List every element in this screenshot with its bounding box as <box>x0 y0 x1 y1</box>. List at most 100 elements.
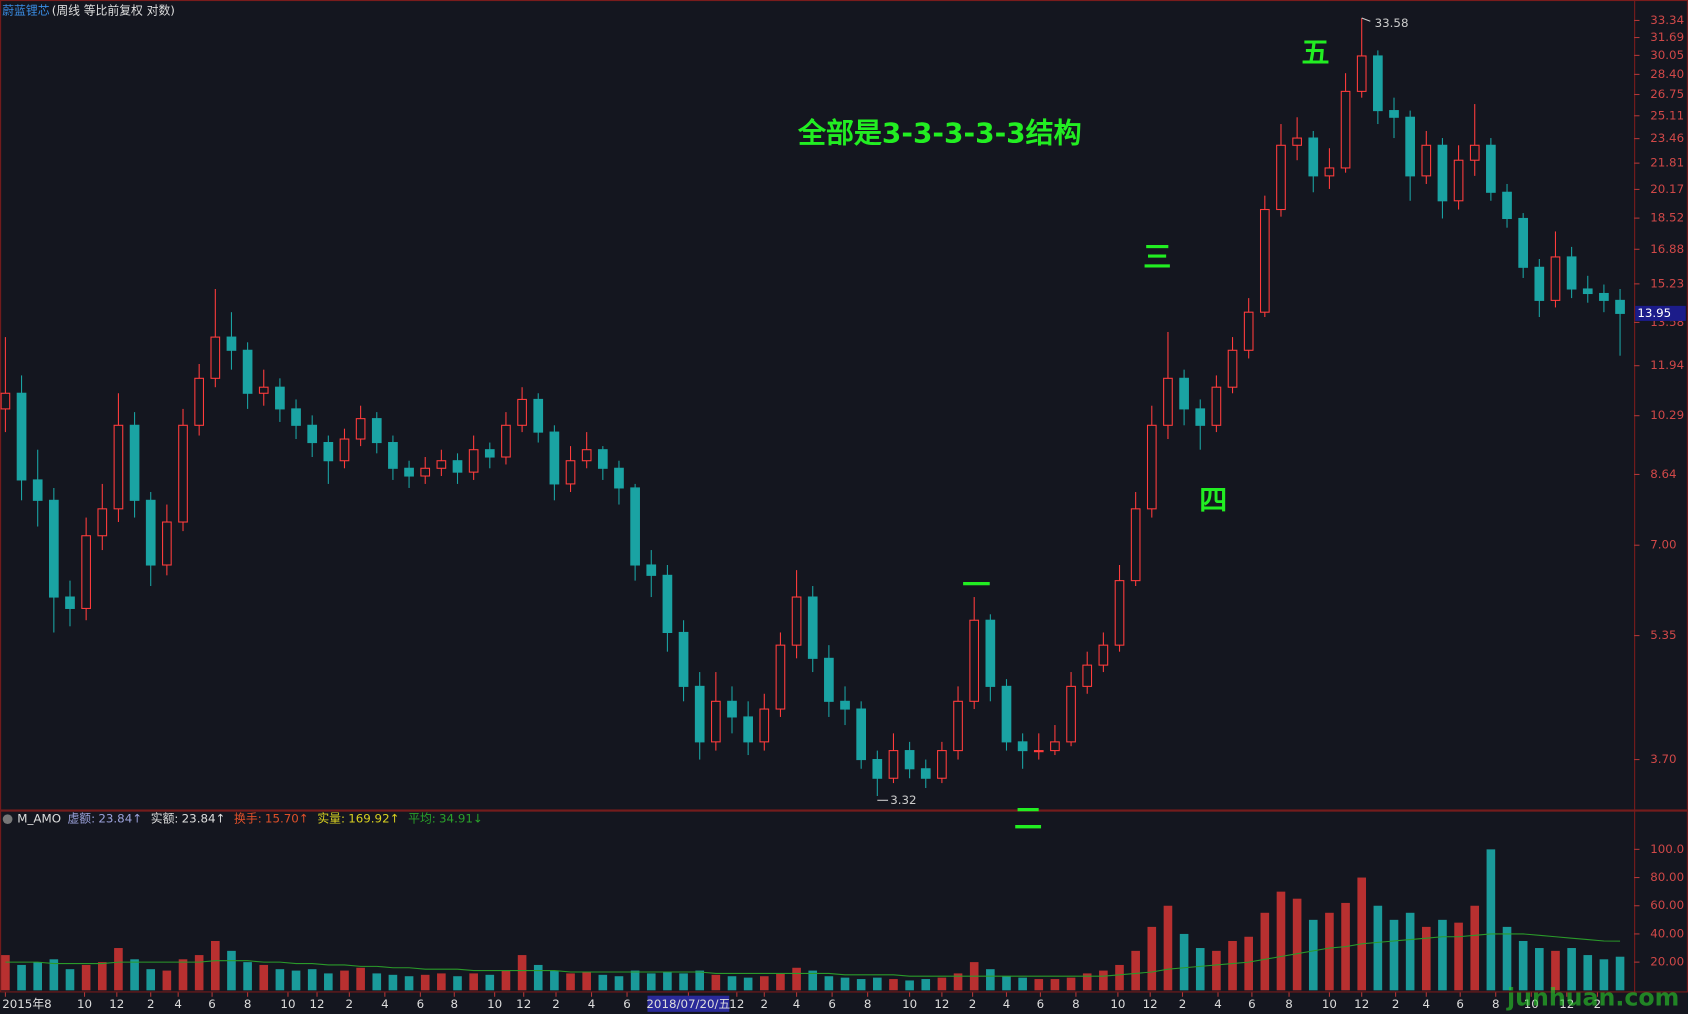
candle-body <box>985 619 996 687</box>
candle-body <box>630 487 640 566</box>
volume-bar <box>1212 950 1221 991</box>
volume-bar <box>614 976 624 991</box>
candle-body <box>1389 110 1399 118</box>
volume-bar <box>986 969 995 991</box>
x-tick-label: 6 <box>828 997 836 1011</box>
candle-body <box>307 424 318 444</box>
volume-bar <box>1599 959 1609 991</box>
volume-ma-line <box>5 933 1621 977</box>
y-tick-label: 21.81 <box>1650 156 1684 170</box>
volume-bar <box>1131 950 1140 991</box>
volume-bar <box>759 976 769 991</box>
volume-bar <box>340 970 349 991</box>
x-tick-label: 8 <box>864 997 872 1011</box>
candle-body <box>888 750 899 779</box>
y-tick-label: 15.23 <box>1650 276 1684 290</box>
volume-bar <box>1486 849 1496 991</box>
candle-body <box>775 644 786 710</box>
y-tick-label: 80.00 <box>1650 870 1684 884</box>
x-tick-label: 2018/07/20/五 <box>646 997 730 1011</box>
candle-body <box>242 349 253 394</box>
volume-bar <box>1115 964 1124 991</box>
candle-body <box>194 377 205 426</box>
volume-bar <box>1357 877 1367 991</box>
volume-bar <box>453 976 462 991</box>
candle-body <box>49 499 59 598</box>
x-tick-label: 10 <box>280 997 295 1011</box>
x-tick-label: 6 <box>1456 997 1464 1011</box>
candle-body <box>501 424 511 458</box>
chart-mode: (周线 等比前复权 对数) <box>52 3 175 17</box>
volume-bar <box>824 976 834 991</box>
x-tick-label: 12 <box>1354 997 1369 1011</box>
volume-bar <box>921 979 931 991</box>
volume-bar <box>1244 936 1253 991</box>
candle-body <box>1033 750 1044 753</box>
x-tick-label: 2 <box>969 997 977 1011</box>
candle-body <box>1534 266 1545 301</box>
candle-body <box>1437 144 1448 202</box>
volume-bar <box>840 977 850 991</box>
volume-bar <box>356 967 365 991</box>
volume-bar <box>1405 912 1415 991</box>
candle-body <box>275 386 285 410</box>
volume-bar <box>501 970 511 991</box>
last-price-label: 13.95 <box>1637 306 1671 320</box>
candle-body <box>129 424 140 501</box>
candle-body <box>807 596 818 659</box>
volume-bar <box>679 973 688 991</box>
candle-body <box>1195 408 1206 426</box>
candle-body <box>291 408 301 426</box>
candle-body <box>1114 580 1125 646</box>
volume-bar <box>1438 919 1447 991</box>
candle-body <box>468 449 479 473</box>
volume-bar <box>437 973 446 991</box>
y-tick-label: 18.52 <box>1650 211 1684 225</box>
candle-body <box>1502 191 1512 220</box>
indicator-name: M_AMO <box>17 812 61 826</box>
x-tick-label: 4 <box>793 997 801 1011</box>
x-tick-label: 8 <box>1285 997 1293 1011</box>
high-arrow <box>1361 17 1371 22</box>
y-tick-label: 100.0 <box>1650 842 1684 856</box>
candle-body <box>1227 349 1238 388</box>
x-tick-label: 4 <box>381 997 389 1011</box>
volume-bar <box>873 977 882 991</box>
candle-body <box>178 424 188 523</box>
indicator-menu[interactable] <box>2 814 13 825</box>
candle-body <box>16 392 27 481</box>
volume-bar <box>1567 948 1576 991</box>
candle-body <box>388 442 398 469</box>
volume-bar <box>776 973 785 991</box>
candle-body <box>145 499 156 566</box>
x-tick-label: 2 <box>147 997 155 1011</box>
x-tick-label: 6 <box>417 997 425 1011</box>
volume-bar <box>1502 926 1512 991</box>
high-label: 33.58 <box>1375 16 1409 30</box>
candle-body <box>162 521 172 566</box>
candle-body <box>1340 90 1351 169</box>
volume-bar <box>324 973 333 991</box>
volume-bar <box>291 970 301 991</box>
volume-bar <box>727 976 737 991</box>
candle-body <box>1082 664 1093 687</box>
candle-body <box>210 336 221 379</box>
y-tick-label: 26.75 <box>1650 87 1684 101</box>
candle-body <box>1243 311 1254 351</box>
volume-bar <box>792 967 801 991</box>
candle-body <box>1017 741 1028 752</box>
candle-body <box>484 449 495 458</box>
x-tick-label: 10 <box>1322 997 1337 1011</box>
volume-bar <box>550 970 559 991</box>
candle-body <box>1211 386 1222 426</box>
candle-body <box>1001 685 1012 743</box>
volume-bar <box>905 980 914 991</box>
candle-body <box>404 467 414 477</box>
volume-bar <box>81 964 91 991</box>
volume-bar <box>227 950 236 991</box>
candle-body <box>920 768 931 779</box>
x-tick-label: 12 <box>310 997 325 1011</box>
candle-body <box>597 449 608 469</box>
candle-body <box>226 336 237 351</box>
